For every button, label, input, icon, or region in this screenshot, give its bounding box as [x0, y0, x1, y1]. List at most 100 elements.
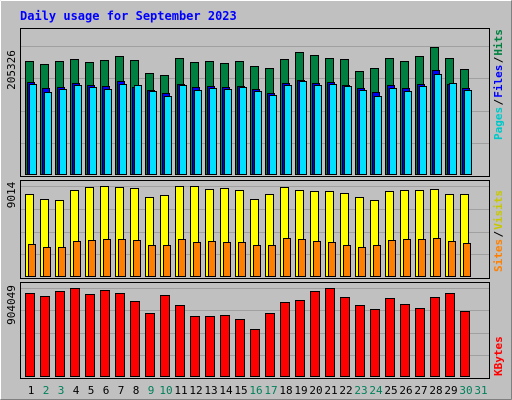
day-label-27: 27: [414, 384, 427, 397]
bar-kbytes-day-6: [100, 290, 110, 377]
bar-kbytes-day-3: [55, 291, 65, 377]
day-label-14: 14: [219, 384, 233, 397]
bar-pages-day-22: [344, 86, 352, 175]
day-label-19: 19: [294, 384, 307, 397]
bar-sites-day-19: [298, 239, 306, 277]
bar-pages-day-12: [194, 90, 202, 175]
bar-sites-day-22: [343, 245, 351, 277]
bar-pages-day-23: [359, 90, 367, 175]
bar-sites-day-18: [283, 238, 291, 277]
legend-label: /: [492, 56, 505, 63]
day-label-23: 23: [354, 384, 367, 397]
bar-sites-day-5: [88, 240, 96, 277]
bar-pages-day-21: [329, 84, 337, 175]
bar-kbytes-day-16: [250, 329, 260, 377]
bar-pages-day-7: [119, 84, 127, 175]
bar-sites-day-20: [313, 241, 321, 277]
day-label-26: 26: [399, 384, 412, 397]
day-label-21: 21: [324, 384, 337, 397]
day-label-9: 9: [148, 384, 155, 397]
bar-pages-day-13: [209, 88, 217, 175]
day-label-17: 17: [264, 384, 277, 397]
day-label-11: 11: [174, 384, 187, 397]
bar-sites-day-3: [58, 247, 66, 277]
bar-kbytes-day-11: [175, 305, 185, 377]
bar-pages-day-29: [449, 83, 457, 175]
bar-kbytes-day-23: [355, 305, 365, 377]
day-label-4: 4: [73, 384, 80, 397]
bar-pages-day-18: [284, 85, 292, 175]
bar-sites-day-29: [448, 241, 456, 277]
bar-kbytes-day-26: [400, 304, 410, 377]
day-label-30: 30: [459, 384, 472, 397]
bar-sites-day-28: [433, 238, 441, 277]
bar-pages-day-11: [179, 85, 187, 175]
bar-pages-day-20: [314, 85, 322, 175]
bar-kbytes-day-24: [370, 309, 380, 377]
bar-sites-day-7: [118, 239, 126, 277]
bar-groups: [25, 47, 472, 377]
bar-sites-day-16: [253, 245, 261, 277]
bar-sites-day-17: [268, 245, 276, 277]
bar-kbytes-day-20: [310, 291, 320, 377]
bar-sites-day-24: [373, 245, 381, 277]
day-label-16: 16: [249, 384, 262, 397]
bar-kbytes-day-8: [130, 301, 140, 377]
legend-label: KBytes: [492, 336, 505, 376]
legend-label: Visits: [492, 190, 505, 230]
day-label-13: 13: [204, 384, 217, 397]
bar-pages-day-3: [59, 89, 67, 175]
bar-sites-day-13: [208, 241, 216, 277]
bar-kbytes-day-30: [460, 311, 470, 377]
day-label-5: 5: [88, 384, 95, 397]
day-label-18: 18: [279, 384, 292, 397]
bar-pages-day-25: [389, 88, 397, 175]
chart-title: Daily usage for September 2023: [20, 9, 237, 23]
bar-pages-day-4: [74, 85, 82, 175]
bar-kbytes-day-13: [205, 316, 215, 377]
bar-pages-day-27: [419, 86, 427, 175]
bar-pages-day-24: [374, 96, 382, 175]
bar-pages-day-6: [104, 89, 112, 175]
bar-sites-day-4: [73, 241, 81, 277]
day-label-25: 25: [384, 384, 397, 397]
panel-visits-max-label: 9014: [5, 181, 18, 208]
bar-pages-day-26: [404, 91, 412, 175]
day-label-22: 22: [339, 384, 352, 397]
bar-kbytes-day-1: [25, 293, 35, 377]
bar-kbytes-day-5: [85, 294, 95, 377]
day-labels: 1 2 3 4 5 6 7 8 9 10 11 12 13 14 15 16 17 18 19 20 21 22 23 24 2…: [28, 384, 488, 397]
bar-sites-day-25: [388, 240, 396, 277]
day-label-7: 7: [118, 384, 125, 397]
bar-pages-day-10: [164, 96, 172, 175]
bar-sites-day-26: [403, 239, 411, 277]
bar-sites-day-2: [43, 247, 51, 277]
bar-pages-day-28: [434, 74, 442, 175]
bar-sites-day-11: [178, 239, 186, 277]
bar-pages-day-8: [134, 85, 142, 175]
bar-pages-day-9: [149, 91, 157, 175]
bar-kbytes-day-18: [280, 302, 290, 377]
day-label-3: 3: [58, 384, 65, 397]
day-label-15: 15: [234, 384, 247, 397]
bar-sites-day-14: [223, 242, 231, 277]
bar-kbytes-day-14: [220, 315, 230, 377]
bar-sites-day-9: [148, 245, 156, 277]
day-label-1: 1: [28, 384, 35, 397]
bar-kbytes-day-9: [145, 313, 155, 377]
bar-kbytes-day-19: [295, 300, 305, 377]
legend-label: Pages: [492, 107, 505, 140]
bar-kbytes-day-17: [265, 313, 275, 377]
bar-kbytes-day-22: [340, 297, 350, 377]
bar-sites-day-15: [238, 242, 246, 277]
bar-kbytes-day-28: [430, 297, 440, 377]
day-label-8: 8: [133, 384, 140, 397]
bar-sites-day-1: [28, 244, 36, 277]
day-label-31: 31: [474, 384, 487, 397]
day-label-12: 12: [189, 384, 202, 397]
bar-pages-day-14: [224, 89, 232, 175]
day-label-29: 29: [444, 384, 457, 397]
bar-sites-day-27: [418, 239, 426, 277]
bar-pages-day-19: [299, 81, 307, 175]
